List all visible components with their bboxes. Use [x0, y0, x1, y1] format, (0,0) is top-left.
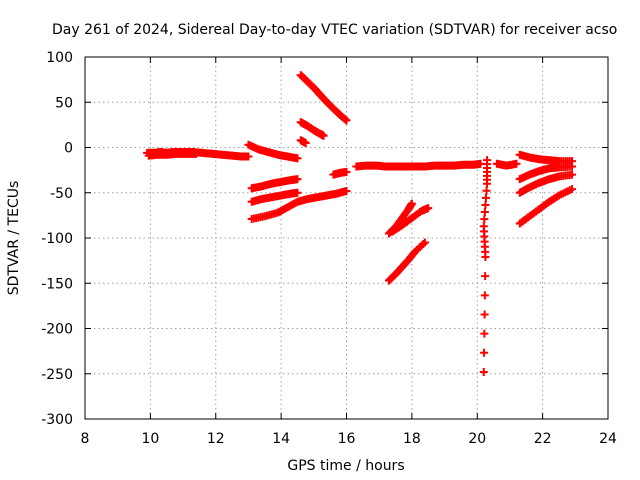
- data-point: [424, 204, 433, 213]
- data-point: [293, 175, 302, 184]
- series-arc15: [492, 159, 521, 170]
- data-point: [481, 193, 490, 202]
- data-point: [419, 240, 428, 249]
- data-point: [481, 200, 490, 209]
- data-point: [480, 291, 489, 300]
- data-point: [293, 188, 302, 197]
- grid: [85, 57, 608, 419]
- x-tick-label: 12: [207, 431, 225, 447]
- data-point: [482, 186, 491, 195]
- y-tick-label: 50: [55, 95, 73, 111]
- data-point: [244, 152, 253, 161]
- y-tick-label: -300: [41, 412, 73, 428]
- x-tick-label: 8: [81, 431, 90, 447]
- data-point: [568, 185, 577, 194]
- axis-ticks: 8 10 12 14 16 18 20 22 24 100 50 0 -50 -100 -150 -200 -2…: [41, 50, 617, 447]
- series-arc18: [515, 170, 577, 197]
- data-point: [480, 310, 489, 319]
- x-tick-label: 10: [141, 431, 159, 447]
- x-tick-label: 14: [272, 431, 290, 447]
- data-point: [568, 170, 577, 179]
- x-axis-label: GPS time / hours: [287, 458, 404, 474]
- x-tick-label: 24: [599, 431, 617, 447]
- chart-title: Day 261 of 2024, Sidereal Day-to-day VTE…: [52, 22, 617, 38]
- series-arc3: [247, 175, 302, 193]
- y-tick-label: -200: [41, 322, 73, 338]
- series-arc9: [329, 167, 351, 179]
- data-point: [192, 149, 201, 158]
- series-arc7: [296, 118, 328, 140]
- data-point: [420, 238, 429, 247]
- data-point: [319, 131, 328, 140]
- series-arc8: [296, 136, 310, 147]
- series-arc2: [244, 140, 302, 163]
- y-tick-label: -150: [41, 276, 73, 292]
- data-point: [480, 215, 489, 224]
- data-point: [481, 272, 490, 281]
- data-point: [480, 329, 489, 338]
- data-point: [301, 138, 310, 147]
- y-tick-label: 0: [64, 141, 73, 157]
- data-points: [143, 71, 577, 376]
- data-point: [481, 253, 490, 262]
- series-arc14: [479, 156, 492, 376]
- y-tick-label: 100: [46, 50, 73, 66]
- series-arc12: [388, 204, 433, 236]
- series-arc19: [515, 185, 577, 228]
- y-tick-label: -100: [41, 231, 73, 247]
- data-point: [512, 159, 521, 168]
- x-tick-label: 16: [338, 431, 356, 447]
- x-tick-label: 22: [534, 431, 552, 447]
- series-arc5: [247, 186, 351, 223]
- data-point: [293, 154, 302, 163]
- x-tick-label: 18: [403, 431, 421, 447]
- data-point: [479, 367, 488, 376]
- series-arc13: [384, 238, 429, 285]
- x-tick-label: 20: [468, 431, 486, 447]
- y-axis-label: SDTVAR / TECUs: [6, 181, 22, 296]
- series-arc10: [352, 159, 485, 171]
- series-arc16: [515, 150, 577, 166]
- data-point: [342, 186, 351, 195]
- data-point: [342, 167, 351, 176]
- data-point: [407, 199, 416, 208]
- data-point: [483, 179, 492, 188]
- series-arc4: [247, 188, 302, 206]
- data-point: [480, 208, 489, 217]
- series-arc17: [515, 162, 577, 184]
- data-point: [342, 116, 351, 125]
- data-point: [480, 348, 489, 357]
- data-point: [568, 162, 577, 171]
- y-tick-label: -250: [41, 367, 73, 383]
- series-arc1b: [144, 149, 201, 160]
- series-arc6: [296, 71, 351, 125]
- y-tick-label: -50: [50, 186, 73, 202]
